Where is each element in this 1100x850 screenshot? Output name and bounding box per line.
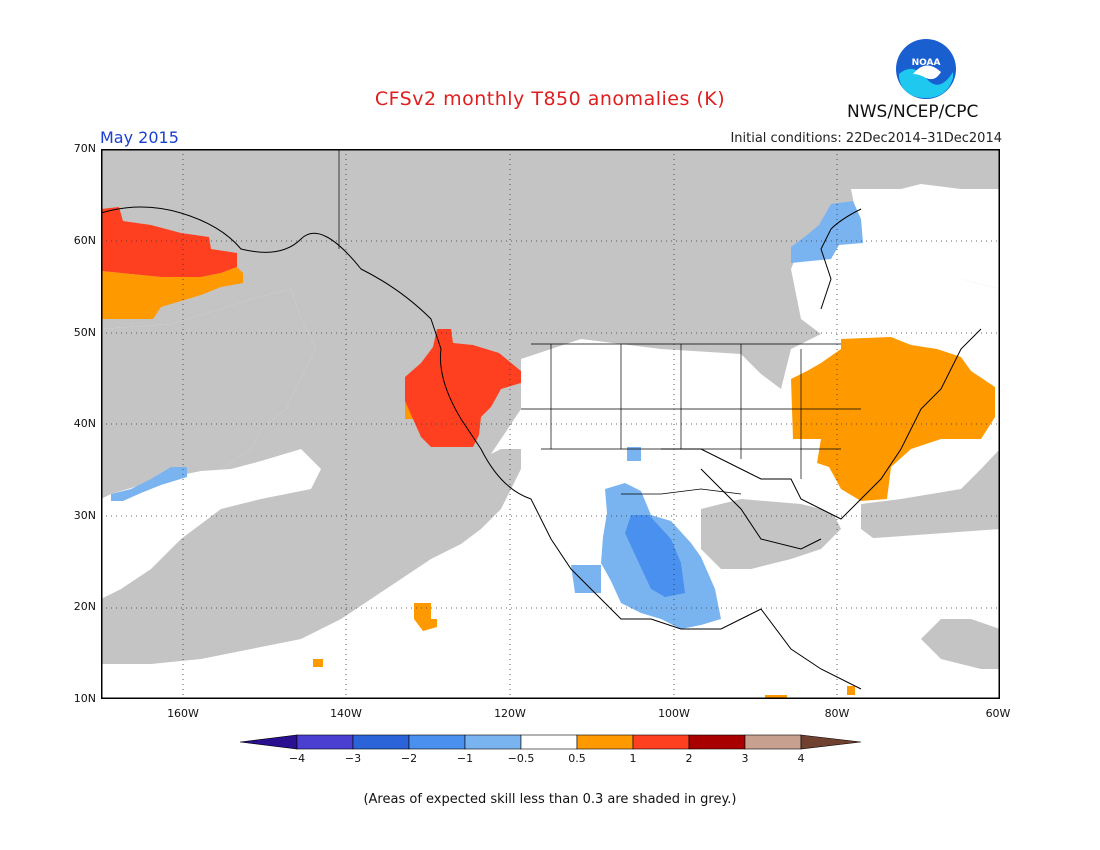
lon-label-60w: 60W — [985, 707, 1011, 720]
colorbar-bin-minus1-minus05 — [464, 734, 522, 750]
lat-label-40n: 40N — [73, 417, 96, 430]
lon-label-120w: 120W — [494, 707, 526, 720]
colorbar-tick: 0.5 — [568, 752, 586, 765]
svg-text:NOAA: NOAA — [912, 58, 941, 68]
noaa-logo: NOAA — [896, 39, 956, 99]
colorbar-tick: 4 — [797, 752, 805, 765]
colorbar-bin-05-1 — [576, 734, 634, 750]
colorbar-bin-minus3-minus2 — [352, 734, 410, 750]
light-blue-anomaly-hudson — [791, 201, 863, 263]
colorbar-tick: 3 — [741, 752, 749, 765]
mid-blue-anomaly-mexico — [625, 515, 685, 597]
colorbar-tick: −3 — [344, 752, 362, 765]
lat-label-10n: 10N — [73, 692, 96, 705]
colorbar-bin-2-3 — [688, 734, 746, 750]
red-anomaly-alaska — [101, 207, 237, 277]
cold-anomalies — [111, 201, 863, 629]
political-boundaries — [338, 149, 861, 495]
graticule — [101, 149, 1000, 699]
light-blue-anomaly-pacific — [111, 467, 187, 501]
lat-label-70n: 70N — [73, 142, 96, 155]
orange-anomaly-northeast — [791, 337, 995, 501]
skill-footnote: (Areas of expected skill less than 0.3 a… — [363, 792, 737, 807]
colorbar-bin-minus2-minus1 — [408, 734, 466, 750]
orange-anomaly-alaska — [101, 267, 243, 319]
orange-anomaly-pacific-small — [313, 659, 323, 667]
colorbar — [240, 734, 862, 750]
initial-conditions: Initial conditions: 22Dec2014–31Dec2014 — [730, 131, 1002, 146]
colorbar-tick: −1 — [456, 752, 474, 765]
map-title: CFSv2 monthly T850 anomalies (K) — [374, 88, 726, 110]
colorbar-tick: −4 — [288, 752, 306, 765]
colorbar-bin-neutral — [520, 734, 578, 750]
colorbar-arrow-low — [240, 734, 298, 750]
colorbar-tick: 1 — [629, 752, 637, 765]
lon-label-80w: 80W — [824, 707, 850, 720]
light-blue-anomaly-baja — [571, 565, 601, 593]
orange-anomaly-pacific — [414, 603, 437, 631]
colorbar-tick: 2 — [685, 752, 693, 765]
lon-label-140w: 140W — [330, 707, 362, 720]
coastlines — [101, 206, 982, 690]
forecast-period: May 2015 — [100, 128, 179, 147]
colorbar-bin-3-4 — [744, 734, 802, 750]
lat-label-30n: 30N — [73, 509, 96, 522]
agency-label: NWS/NCEP/CPC — [847, 102, 979, 122]
light-blue-anomaly-southwest — [627, 447, 641, 461]
colorbar-tick: −2 — [400, 752, 418, 765]
orange-anomaly-caribbean — [847, 686, 855, 695]
colorbar-bin-minus4-minus3 — [296, 734, 354, 750]
lat-label-60n: 60N — [73, 234, 96, 247]
lat-label-50n: 50N — [73, 326, 96, 339]
anomaly-map — [101, 149, 1000, 699]
colorbar-bin-1-2 — [632, 734, 690, 750]
lon-label-100w: 100W — [658, 707, 690, 720]
colorbar-tick: −0.5 — [507, 752, 535, 765]
map-frame — [101, 149, 1000, 699]
red-anomaly-pnw — [405, 329, 521, 447]
lat-label-20n: 20N — [73, 600, 96, 613]
colorbar-arrow-high — [800, 734, 862, 750]
lon-label-160w: 160W — [167, 707, 199, 720]
warm-anomalies — [101, 207, 995, 699]
